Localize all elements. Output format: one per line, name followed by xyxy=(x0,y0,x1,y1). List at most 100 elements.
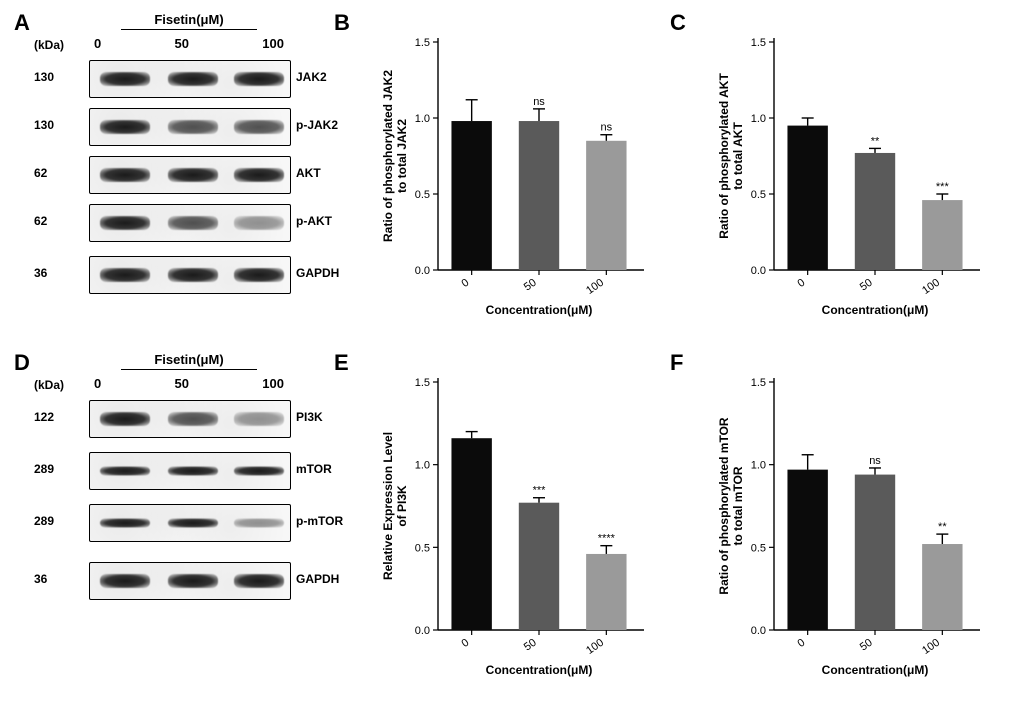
svg-text:1.0: 1.0 xyxy=(751,460,766,472)
wb-band xyxy=(168,268,218,282)
wb-band xyxy=(234,120,284,134)
wb-D-header: Fisetin(μM) xyxy=(104,352,274,370)
svg-text:Concentration(μM): Concentration(μM) xyxy=(822,303,929,317)
wb-row-p-mTOR: 289p-mTOR xyxy=(34,502,326,542)
wb-A-kda: (kDa) xyxy=(34,38,64,52)
wb-row-GAPDH: 36GAPDH xyxy=(34,254,326,294)
wb-band xyxy=(234,216,284,230)
wb-band-box xyxy=(89,256,291,294)
svg-text:1.5: 1.5 xyxy=(415,377,430,389)
svg-text:**: ** xyxy=(871,135,880,147)
wb-band xyxy=(168,467,218,476)
wb-band xyxy=(100,574,150,588)
wb-protein-label: AKT xyxy=(296,166,321,180)
svg-text:0: 0 xyxy=(795,277,807,290)
svg-text:***: *** xyxy=(533,485,547,497)
wb-D-header-line xyxy=(121,369,257,370)
wb-row-mTOR: 289mTOR xyxy=(34,450,326,490)
svg-text:1.0: 1.0 xyxy=(415,113,430,125)
wb-mw: 130 xyxy=(34,118,54,132)
wb-protein-label: PI3K xyxy=(296,410,323,424)
wb-mw: 289 xyxy=(34,514,54,528)
svg-text:**: ** xyxy=(938,521,947,533)
wb-band xyxy=(100,120,150,134)
svg-text:0.5: 0.5 xyxy=(751,189,766,201)
wb-protein-label: GAPDH xyxy=(296,266,339,280)
chart-F-wrap: 0.00.51.01.5050ns100**Concentration(μM)R… xyxy=(716,372,986,680)
wb-band xyxy=(234,268,284,282)
wb-band xyxy=(100,467,150,476)
chart-F-svg: 0.00.51.01.5050ns100**Concentration(μM)R… xyxy=(716,372,986,680)
wb-A-header-text: Fisetin(μM) xyxy=(154,12,223,27)
wb-band-box xyxy=(89,562,291,600)
panel-letter-C: C xyxy=(670,10,686,36)
svg-text:0.0: 0.0 xyxy=(751,625,766,637)
wb-mw: 62 xyxy=(34,166,47,180)
panel-letter-E: E xyxy=(334,350,349,376)
svg-text:1.5: 1.5 xyxy=(751,37,766,49)
svg-text:0.5: 0.5 xyxy=(415,189,430,201)
wb-mw: 36 xyxy=(34,266,47,280)
chart-B-svg: 0.00.51.01.5050ns100nsConcentration(μM)R… xyxy=(380,32,650,320)
wb-protein-label: p-JAK2 xyxy=(296,118,338,132)
svg-text:***: *** xyxy=(936,181,950,193)
row-top: A Fisetin(μM) (kDa) 0 50 100 130JAK2130p… xyxy=(14,10,1006,340)
svg-text:ns: ns xyxy=(869,455,881,467)
wb-protein-label: GAPDH xyxy=(296,572,339,586)
panel-B: B 0.00.51.01.5050ns100nsConcentration(μM… xyxy=(334,10,670,340)
svg-text:0.0: 0.0 xyxy=(751,265,766,277)
svg-text:Concentration(μM): Concentration(μM) xyxy=(486,663,593,677)
svg-text:Concentration(μM): Concentration(μM) xyxy=(486,303,593,317)
wb-band xyxy=(100,268,150,282)
wb-band xyxy=(168,120,218,134)
wb-mw: 130 xyxy=(34,70,54,84)
svg-text:0.0: 0.0 xyxy=(415,625,430,637)
wb-protein-label: JAK2 xyxy=(296,70,327,84)
svg-text:0.5: 0.5 xyxy=(751,542,766,554)
svg-text:1.0: 1.0 xyxy=(751,113,766,125)
svg-text:100: 100 xyxy=(584,277,606,297)
chart-E-svg: 0.00.51.01.5050***100****Concentration(μ… xyxy=(380,372,650,680)
panel-letter-A: A xyxy=(14,10,30,36)
svg-text:100: 100 xyxy=(920,277,942,297)
svg-text:0.5: 0.5 xyxy=(415,542,430,554)
wb-band xyxy=(168,72,218,86)
svg-text:50: 50 xyxy=(522,277,539,294)
svg-text:Ratio of phosphorylated mTORto: Ratio of phosphorylated mTORto total mTO… xyxy=(717,417,745,594)
wb-band-box xyxy=(89,504,291,542)
wb-band xyxy=(168,216,218,230)
wb-A-conc-2: 100 xyxy=(262,36,284,51)
wb-mw: 62 xyxy=(34,214,47,228)
wb-band xyxy=(168,412,218,426)
wb-band xyxy=(234,412,284,426)
wb-band xyxy=(168,574,218,588)
row-bot: D Fisetin(μM) (kDa) 0 50 100 122PI3K289m… xyxy=(14,350,1006,700)
wb-band-box xyxy=(89,108,291,146)
wb-band xyxy=(234,168,284,182)
wb-protein-label: p-AKT xyxy=(296,214,332,228)
svg-text:1.0: 1.0 xyxy=(415,460,430,472)
panel-letter-D: D xyxy=(14,350,30,376)
wb-band-box xyxy=(89,400,291,438)
wb-protein-label: mTOR xyxy=(296,462,332,476)
panel-letter-B: B xyxy=(334,10,350,36)
svg-text:50: 50 xyxy=(858,637,875,654)
wb-D-conc-2: 100 xyxy=(262,376,284,391)
wb-D-conc-0: 0 xyxy=(94,376,101,391)
wb-row-AKT: 62 AKT xyxy=(34,154,326,194)
svg-text:ns: ns xyxy=(533,96,545,108)
wb-band xyxy=(234,72,284,86)
wb-band-box xyxy=(89,452,291,490)
wb-row-p-AKT: 62p-AKT xyxy=(34,202,326,242)
wb-row-p-JAK2: 130p-JAK2 xyxy=(34,106,326,146)
svg-text:0: 0 xyxy=(459,277,471,290)
figure: A Fisetin(μM) (kDa) 0 50 100 130JAK2130p… xyxy=(0,0,1020,710)
wb-band xyxy=(100,412,150,426)
wb-mw: 289 xyxy=(34,462,54,476)
wb-A-header: Fisetin(μM) xyxy=(104,12,274,30)
panel-A: A Fisetin(μM) (kDa) 0 50 100 130JAK2130p… xyxy=(14,10,334,340)
wb-A-header-line xyxy=(121,29,257,30)
svg-text:50: 50 xyxy=(858,277,875,294)
svg-text:0.0: 0.0 xyxy=(415,265,430,277)
svg-text:0: 0 xyxy=(459,637,471,650)
